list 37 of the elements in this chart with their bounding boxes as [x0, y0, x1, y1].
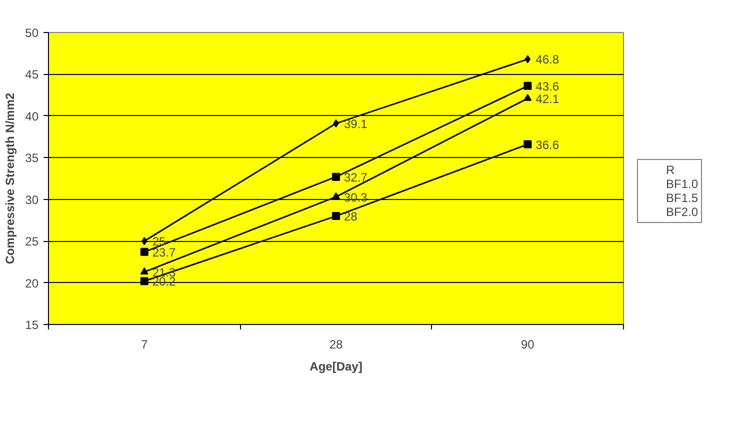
- data-label: 43.6: [536, 79, 560, 94]
- y-tick-label: 25: [25, 234, 39, 249]
- y-tick-label: 50: [25, 26, 39, 40]
- point: [332, 172, 340, 181]
- data-label: 46.8: [536, 52, 560, 67]
- point: [333, 119, 339, 128]
- y-tick-label: 30: [25, 192, 39, 207]
- point: [524, 94, 532, 101]
- y-tick-label: 35: [25, 151, 39, 166]
- x-tick-label: 7: [140, 338, 148, 352]
- x-axis-title: Age[Day]: [310, 360, 362, 374]
- point: [524, 55, 530, 64]
- text: BF1.5: [666, 191, 698, 205]
- point: [140, 277, 148, 286]
- data-label: 42.1: [536, 92, 560, 106]
- data-label: 39.1: [344, 116, 368, 131]
- point: [332, 192, 340, 200]
- point: [332, 212, 340, 220]
- text: R: [666, 163, 676, 177]
- point: [524, 140, 532, 148]
- data-label: 36.6: [536, 138, 560, 152]
- point: [140, 267, 148, 274]
- data-label: 32.7: [344, 170, 368, 184]
- data-label: 23.7: [152, 245, 176, 260]
- text: BF2.0: [666, 205, 698, 219]
- x-tick-label: 90: [520, 338, 535, 352]
- y-axis-title: Compressive Strength N/mm2: [3, 92, 18, 264]
- point: [142, 237, 148, 246]
- data-label: 28: [344, 210, 358, 224]
- x-tick-label: 28: [329, 338, 343, 352]
- y-tick-label: 20: [25, 276, 39, 290]
- y-tick-label: 45: [25, 68, 39, 82]
- y-tick-label: 15: [25, 318, 39, 332]
- text: BF1.0: [666, 177, 698, 191]
- point: [524, 82, 532, 90]
- point: [140, 248, 148, 256]
- y-tick-label: 40: [25, 109, 39, 124]
